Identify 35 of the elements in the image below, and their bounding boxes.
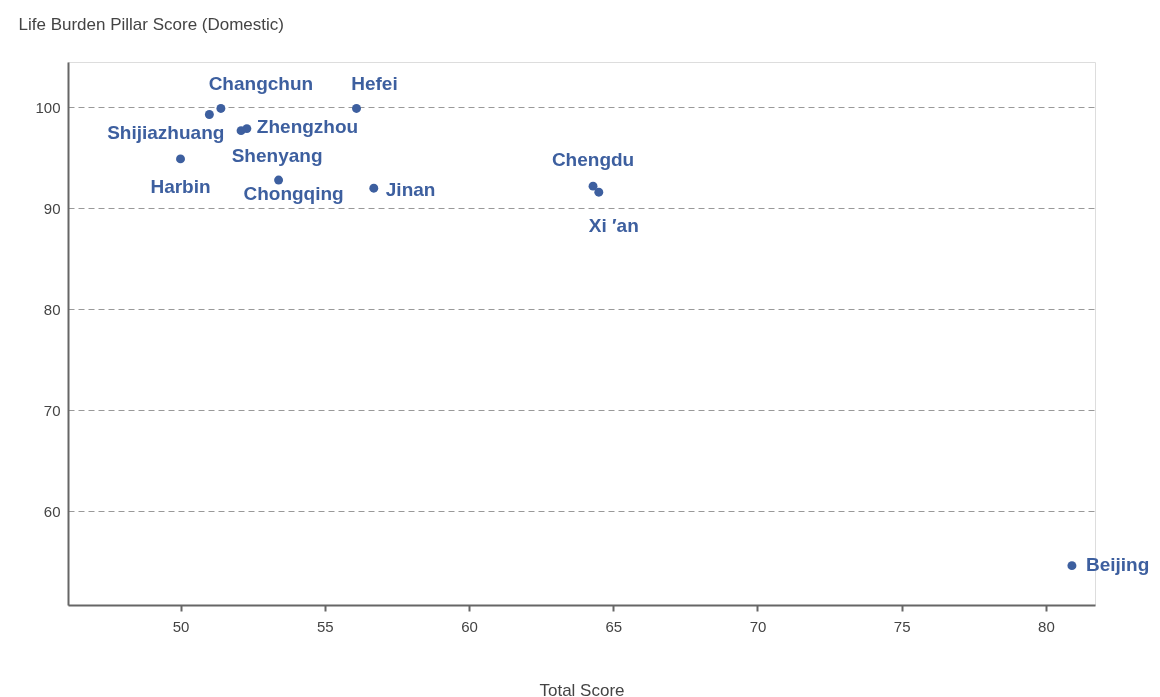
point [594,187,604,197]
x-tick-label: 50 [172,617,190,635]
point [369,183,379,193]
x-axis-title: Total Score [539,680,625,697]
x-tick-label: 65 [605,617,623,635]
y-tick-label: 70 [43,401,61,419]
point [352,103,361,113]
series-label: Beijing [1085,553,1150,575]
series-label: Shenyang [231,144,323,166]
x-tick-label: 55 [316,617,334,635]
series-label: Zhengzhou [256,115,359,137]
series-label: Chengdu [551,149,635,171]
y-tick-label: 90 [43,199,61,217]
x-tick-label: 70 [749,617,767,635]
y-tick-label: 60 [43,502,61,520]
y-axis-title: Life Burden Pillar Score (Domestic) [18,14,284,34]
point [236,126,246,136]
point [176,154,185,164]
series-label: Xi ′an [588,215,639,237]
point [1067,561,1077,571]
series-label: Shijiazhuang [107,122,225,144]
series-label: Jinan [385,179,436,201]
point [588,181,598,191]
series-label: Hefei [351,73,398,95]
series-label: Changchun [208,73,314,95]
point [204,110,214,119]
point [216,103,226,113]
y-tick-label: 100 [35,98,61,116]
series-label: Chongqing [243,183,344,205]
y-tick-label: 80 [43,300,61,318]
x-tick-label: 75 [893,617,911,635]
series-label: Harbin [150,175,211,197]
point [274,175,284,185]
x-tick-label: 60 [461,617,478,635]
x-tick-label: 80 [1038,617,1055,635]
